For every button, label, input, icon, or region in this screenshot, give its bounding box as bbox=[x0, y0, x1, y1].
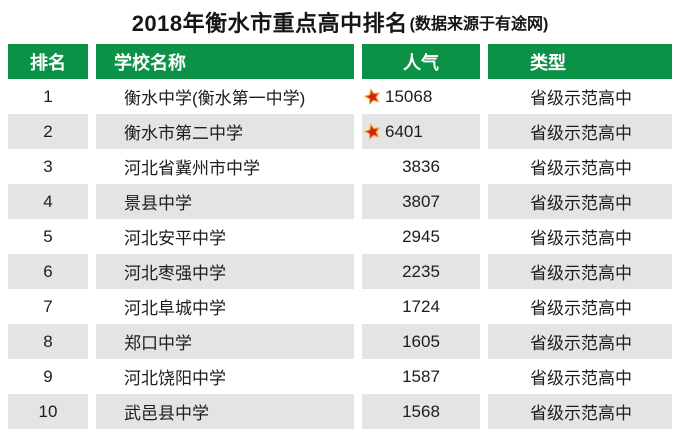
school-name-cell: 河北枣强中学 bbox=[96, 254, 354, 289]
page-title: 2018年衡水市重点高中排名 (数据来源于有途网) bbox=[0, 0, 680, 44]
table-row: 4 景县中学 3807 省级示范高中 bbox=[8, 184, 672, 219]
table-row: 1 衡水中学(衡水第一中学) 15068 省级示范高中 bbox=[8, 79, 672, 114]
title-source-note: (数据来源于有途网) bbox=[409, 16, 549, 33]
school-name-cell: 河北阜城中学 bbox=[124, 299, 226, 318]
popularity-cell: 1587 bbox=[362, 359, 480, 394]
popularity-cell: 6401 bbox=[362, 114, 480, 149]
school-type-cell: 省级示范高中 bbox=[530, 299, 632, 318]
popularity-value: 2235 bbox=[402, 261, 440, 281]
school-type-cell: 省级示范高中 bbox=[530, 229, 632, 248]
rank-cell: 2 bbox=[8, 114, 88, 149]
rank-cell: 10 bbox=[8, 394, 88, 429]
popularity-cell: 1568 bbox=[362, 394, 480, 429]
popularity-value: 1724 bbox=[402, 296, 440, 316]
school-type-cell: 省级示范高中 bbox=[530, 159, 632, 178]
table-row: 7 河北阜城中学 1724 省级示范高中 bbox=[8, 289, 672, 324]
header-popularity: 人气 bbox=[362, 44, 480, 79]
rank-cell: 5 bbox=[43, 226, 53, 246]
popularity-value: 1587 bbox=[402, 366, 440, 386]
rank-cell: 1 bbox=[43, 86, 53, 106]
table-row: 3 河北省冀州市中学 3836 省级示范高中 bbox=[8, 149, 672, 184]
table-row: 9 河北饶阳中学 1587 省级示范高中 bbox=[8, 359, 672, 394]
school-name-cell: 衡水中学(衡水第一中学) bbox=[124, 89, 306, 108]
table-row: 5 河北安平中学 2945 省级示范高中 bbox=[8, 219, 672, 254]
popularity-cell: 1724 bbox=[362, 289, 480, 324]
title-main-text: 2018年衡水市重点高中排名 bbox=[131, 11, 408, 36]
school-type-cell: 省级示范高中 bbox=[488, 184, 672, 219]
popularity-cell: 2945 bbox=[362, 219, 480, 254]
popularity-value: 2945 bbox=[402, 226, 440, 246]
table-row: 10 武邑县中学 1568 省级示范高中 bbox=[8, 394, 672, 429]
popularity-value: 6401 bbox=[385, 121, 423, 141]
popularity-value: 15068 bbox=[385, 86, 433, 106]
popularity-cell: 3836 bbox=[362, 149, 480, 184]
popularity-cell: 1605 bbox=[362, 324, 480, 359]
school-name-cell: 衡水市第二中学 bbox=[96, 114, 354, 149]
popularity-value: 3807 bbox=[402, 191, 440, 211]
header-type: 类型 bbox=[488, 44, 672, 79]
header-school: 学校名称 bbox=[96, 44, 354, 79]
school-name-cell: 郑口中学 bbox=[96, 324, 354, 359]
school-type-cell: 省级示范高中 bbox=[530, 89, 632, 108]
school-name-cell: 河北饶阳中学 bbox=[124, 369, 226, 388]
rank-cell: 4 bbox=[8, 184, 88, 219]
school-type-cell: 省级示范高中 bbox=[488, 394, 672, 429]
table-header-row: 排名 学校名称 人气 类型 bbox=[8, 44, 672, 79]
school-name-cell: 武邑县中学 bbox=[96, 394, 354, 429]
popularity-cell: 15068 bbox=[362, 79, 480, 114]
rank-cell: 9 bbox=[43, 366, 53, 386]
popularity-cell: 3807 bbox=[362, 184, 480, 219]
rank-cell: 8 bbox=[8, 324, 88, 359]
table-row: 2 衡水市第二中学 6401 省级示范高中 bbox=[8, 114, 672, 149]
rank-cell: 3 bbox=[43, 156, 53, 176]
school-name-cell: 河北省冀州市中学 bbox=[124, 159, 260, 178]
ranking-table: 排名 学校名称 人气 类型 1 衡水中学(衡水第一中学) 15068 省级示范高… bbox=[8, 44, 672, 429]
header-rank: 排名 bbox=[8, 44, 88, 79]
rank-cell: 7 bbox=[43, 296, 53, 316]
popularity-value: 1568 bbox=[402, 401, 440, 421]
school-name-cell: 河北安平中学 bbox=[124, 229, 226, 248]
star-icon bbox=[364, 88, 381, 105]
table-row: 6 河北枣强中学 2235 省级示范高中 bbox=[8, 254, 672, 289]
rank-cell: 6 bbox=[8, 254, 88, 289]
school-type-cell: 省级示范高中 bbox=[488, 324, 672, 359]
popularity-cell: 2235 bbox=[362, 254, 480, 289]
popularity-value: 1605 bbox=[402, 331, 440, 351]
school-type-cell: 省级示范高中 bbox=[488, 114, 672, 149]
star-icon bbox=[364, 123, 381, 140]
school-name-cell: 景县中学 bbox=[96, 184, 354, 219]
table-row: 8 郑口中学 1605 省级示范高中 bbox=[8, 324, 672, 359]
popularity-value: 3836 bbox=[402, 156, 440, 176]
school-type-cell: 省级示范高中 bbox=[488, 254, 672, 289]
school-type-cell: 省级示范高中 bbox=[530, 369, 632, 388]
